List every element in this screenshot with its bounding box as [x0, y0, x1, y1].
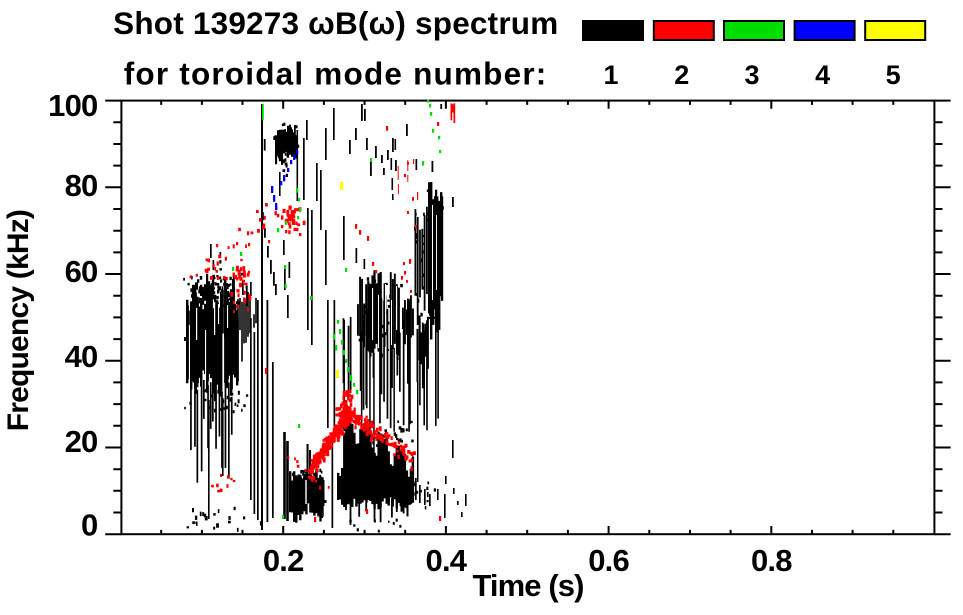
svg-text:0: 0 — [81, 507, 97, 542]
svg-text:5: 5 — [886, 60, 901, 90]
svg-text:0.2: 0.2 — [263, 543, 304, 578]
svg-text:0.8: 0.8 — [751, 543, 792, 578]
svg-text:0.4: 0.4 — [426, 543, 468, 578]
svg-text:3: 3 — [744, 60, 759, 90]
svg-text:Frequency (kHz): Frequency (kHz) — [2, 210, 35, 431]
svg-text:1: 1 — [603, 60, 618, 90]
svg-text:4: 4 — [815, 60, 830, 90]
svg-text:2: 2 — [674, 60, 689, 90]
svg-text:for toroidal mode number:: for toroidal mode number: — [124, 56, 548, 92]
svg-text:60: 60 — [65, 254, 98, 289]
svg-text:80: 80 — [65, 168, 98, 203]
svg-text:Shot 139273 ωB(ω) spectrum: Shot 139273 ωB(ω) spectrum — [113, 5, 558, 41]
svg-text:Time (s): Time (s) — [472, 568, 583, 603]
svg-text:20: 20 — [65, 424, 98, 459]
svg-text:0.6: 0.6 — [588, 543, 629, 578]
svg-text:40: 40 — [65, 339, 98, 374]
svg-text:100: 100 — [48, 88, 97, 123]
